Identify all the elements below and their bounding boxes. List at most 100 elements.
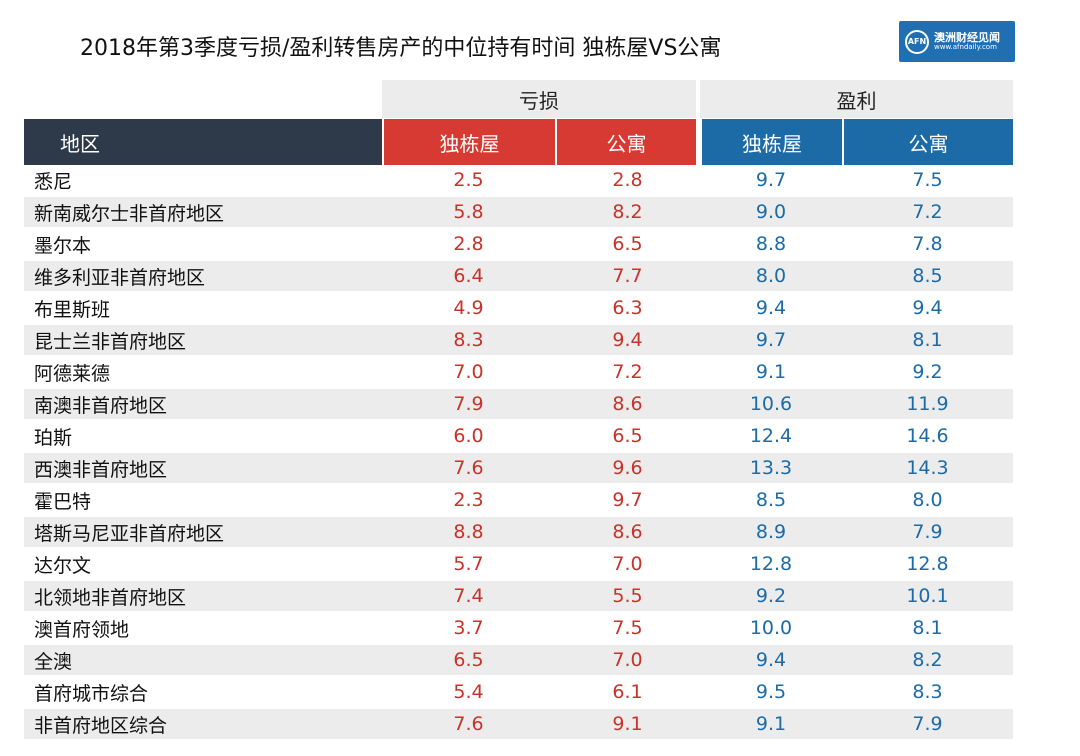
table-row: 阿德莱德 7.0 7.2 9.1 9.2 [24,357,1013,389]
region-cell: 珀斯 [24,421,382,453]
loss-house-cell: 2.5 [382,165,555,197]
region-cell: 澳首府领地 [24,613,382,645]
table-row: 北领地非首府地区 7.4 5.5 9.2 10.1 [24,581,1013,613]
group-header-profit: 盈利 [700,80,1013,119]
region-cell: 非首府地区综合 [24,709,382,741]
table-row: 全澳 6.5 7.0 9.4 8.2 [24,645,1013,677]
loss-unit-cell: 9.4 [555,325,700,357]
region-cell: 悉尼 [24,165,382,197]
profit-house-cell: 9.4 [700,293,842,325]
profit-unit-cell: 14.3 [842,453,1013,485]
table-row: 昆士兰非首府地区 8.3 9.4 9.7 8.1 [24,325,1013,357]
profit-unit-cell: 7.5 [842,165,1013,197]
loss-house-cell: 8.3 [382,325,555,357]
region-cell: 塔斯马尼亚非首府地区 [24,517,382,549]
table-row: 珀斯 6.0 6.5 12.4 14.6 [24,421,1013,453]
group-header-row: 亏损 盈利 [24,80,1013,119]
loss-house-cell: 5.8 [382,197,555,229]
loss-unit-cell: 9.6 [555,453,700,485]
loss-unit-cell: 6.1 [555,677,700,709]
profit-unit-cell: 7.9 [842,709,1013,741]
region-cell: 首府城市综合 [24,677,382,709]
table-row: 澳首府领地 3.7 7.5 10.0 8.1 [24,613,1013,645]
column-header-region: 地区 [24,119,382,165]
loss-unit-cell: 6.5 [555,421,700,453]
region-cell: 布里斯班 [24,293,382,325]
loss-unit-cell: 9.1 [555,709,700,741]
profit-house-cell: 9.1 [700,357,842,389]
loss-unit-cell: 7.7 [555,261,700,293]
profit-unit-cell: 8.1 [842,325,1013,357]
profit-unit-cell: 10.1 [842,581,1013,613]
profit-unit-cell: 7.8 [842,229,1013,261]
loss-house-cell: 4.9 [382,293,555,325]
profit-unit-cell: 8.1 [842,613,1013,645]
column-header-profit-house: 独栋屋 [700,119,842,165]
table-row: 霍巴特 2.3 9.7 8.5 8.0 [24,485,1013,517]
region-cell: 全澳 [24,645,382,677]
profit-house-cell: 9.2 [700,581,842,613]
profit-unit-cell: 12.8 [842,549,1013,581]
loss-unit-cell: 7.2 [555,357,700,389]
logo-name: 澳洲财经见闻 [934,31,1000,44]
profit-unit-cell: 7.2 [842,197,1013,229]
profit-house-cell: 9.7 [700,165,842,197]
holding-period-table: 亏损 盈利 地区 独栋屋 公寓 独栋屋 公寓 悉尼 2.5 2.8 9.7 7.5 新南威… [24,80,1013,741]
logo-text: 澳洲财经见闻 www.afndaily.com [934,32,1000,52]
loss-unit-cell: 5.5 [555,581,700,613]
region-cell: 昆士兰非首府地区 [24,325,382,357]
column-header-profit-unit: 公寓 [842,119,1013,165]
profit-house-cell: 9.4 [700,645,842,677]
loss-unit-cell: 8.6 [555,389,700,421]
loss-house-cell: 5.4 [382,677,555,709]
loss-house-cell: 7.9 [382,389,555,421]
profit-house-cell: 8.8 [700,229,842,261]
loss-unit-cell: 7.0 [555,549,700,581]
loss-house-cell: 6.5 [382,645,555,677]
loss-unit-cell: 9.7 [555,485,700,517]
table-row: 首府城市综合 5.4 6.1 9.5 8.3 [24,677,1013,709]
logo-url: www.afndaily.com [934,42,997,51]
column-header-loss-house: 独栋屋 [382,119,555,165]
region-cell: 达尔文 [24,549,382,581]
table-row: 西澳非首府地区 7.6 9.6 13.3 14.3 [24,453,1013,485]
loss-unit-cell: 8.6 [555,517,700,549]
profit-unit-cell: 8.5 [842,261,1013,293]
profit-unit-cell: 9.4 [842,293,1013,325]
profit-house-cell: 8.0 [700,261,842,293]
profit-unit-cell: 8.0 [842,485,1013,517]
loss-unit-cell: 7.5 [555,613,700,645]
loss-house-cell: 7.0 [382,357,555,389]
table-row: 非首府地区综合 7.6 9.1 9.1 7.9 [24,709,1013,741]
profit-unit-cell: 14.6 [842,421,1013,453]
profit-house-cell: 9.0 [700,197,842,229]
loss-house-cell: 6.0 [382,421,555,453]
profit-unit-cell: 8.3 [842,677,1013,709]
column-header-row: 地区 独栋屋 公寓 独栋屋 公寓 [24,119,1013,165]
loss-house-cell: 2.3 [382,485,555,517]
profit-house-cell: 10.0 [700,613,842,645]
region-cell: 南澳非首府地区 [24,389,382,421]
table-body: 悉尼 2.5 2.8 9.7 7.5 新南威尔士非首府地区 5.8 8.2 9.0 7.2 墨尔本 2… [24,165,1013,741]
region-cell: 阿德莱德 [24,357,382,389]
loss-house-cell: 7.6 [382,453,555,485]
loss-house-cell: 7.6 [382,709,555,741]
profit-house-cell: 12.8 [700,549,842,581]
profit-house-cell: 8.9 [700,517,842,549]
table-row: 悉尼 2.5 2.8 9.7 7.5 [24,165,1013,197]
loss-unit-cell: 8.2 [555,197,700,229]
profit-house-cell: 10.6 [700,389,842,421]
loss-unit-cell: 7.0 [555,645,700,677]
loss-house-cell: 7.4 [382,581,555,613]
region-cell: 新南威尔士非首府地区 [24,197,382,229]
loss-unit-cell: 6.3 [555,293,700,325]
region-cell: 维多利亚非首府地区 [24,261,382,293]
profit-house-cell: 9.7 [700,325,842,357]
column-header-loss-unit: 公寓 [555,119,700,165]
group-header-blank [24,80,382,119]
loss-house-cell: 8.8 [382,517,555,549]
table-row: 布里斯班 4.9 6.3 9.4 9.4 [24,293,1013,325]
region-cell: 墨尔本 [24,229,382,261]
page-title: 2018年第3季度亏损/盈利转售房产的中位持有时间 独栋屋VS公寓 [80,36,722,61]
region-cell: 霍巴特 [24,485,382,517]
